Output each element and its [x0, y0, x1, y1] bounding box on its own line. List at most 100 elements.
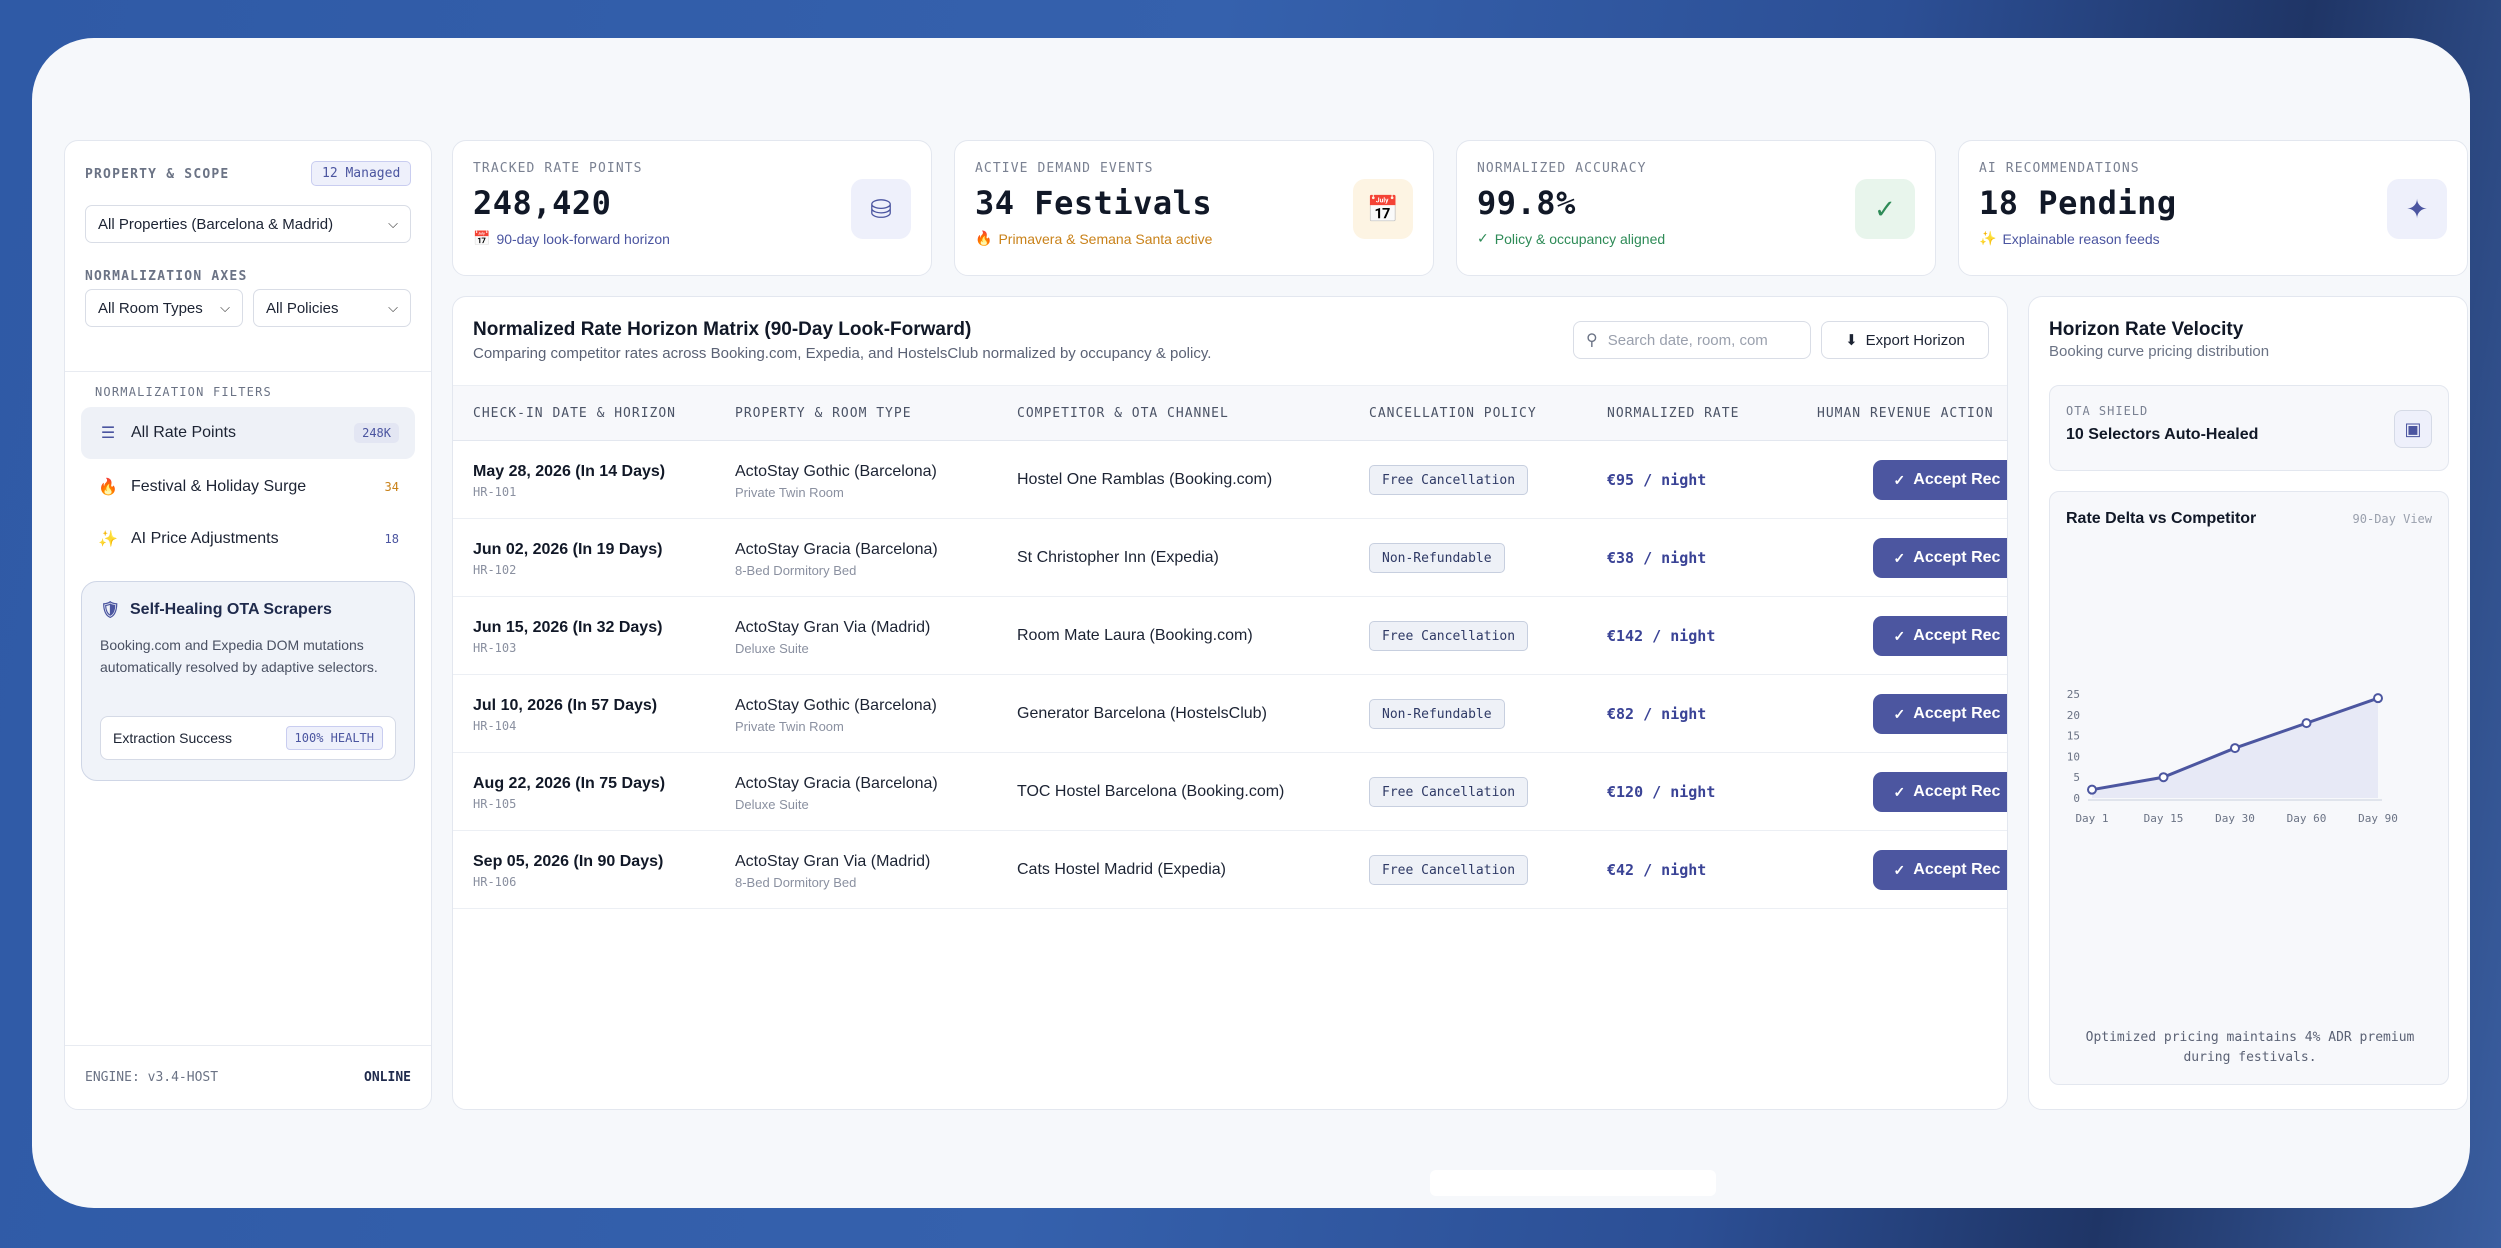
checkin-date: Sep 05, 2026 (In 90 Days) [473, 853, 664, 870]
chevron-down-icon: ⌵ [388, 216, 398, 231]
list-icon: ☰ [100, 425, 116, 442]
policy-badge: Free Cancellation [1369, 621, 1529, 651]
sparkle-icon: ✨ [98, 531, 118, 548]
chart-title: Rate Delta vs Competitor [2066, 510, 2257, 527]
accept-rec-button[interactable]: ✓ Accept Rec [1873, 772, 2007, 812]
online-status: ONLINE [364, 1070, 411, 1085]
kpi-value: 248,420 [473, 184, 612, 222]
room-type-select[interactable]: All Room Types ⌵ [85, 289, 243, 327]
rate-delta-chart: Rate Delta vs Competitor 90-Day View 0 5 1… [2049, 491, 2449, 1085]
normalized-rate: €120 / night [1607, 783, 1716, 801]
table-row: May 28, 2026 (In 14 Days) HR-101 ActoStay … [453, 441, 2007, 519]
column-header[interactable]: NORMALIZED RATE [1607, 406, 1740, 421]
row-id: HR-103 [473, 641, 517, 655]
accept-rec-button[interactable]: ✓ Accept Rec [1873, 460, 2007, 500]
normalized-rate: €95 / night [1607, 471, 1707, 489]
rate-horizon-matrix: Normalized Rate Horizon Matrix (90-Day L… [452, 296, 2008, 1110]
data-point [2158, 772, 2169, 783]
line-chart: 0 5 10 15 20 25 Day 1 Day 15 Day 30 Day 60 Day 90 [2067, 688, 2398, 825]
filter-count: 34 [384, 480, 399, 494]
filter-label: All Rate Points [131, 424, 236, 441]
accept-label: Accept Rec [1913, 549, 2001, 566]
data-point [2301, 718, 2312, 729]
table-row: Jun 02, 2026 (In 19 Days) HR-102 ActoStay … [453, 519, 2007, 597]
checkin-date: May 28, 2026 (In 14 Days) [473, 463, 666, 480]
policy-select[interactable]: All Policies ⌵ [253, 289, 411, 327]
room-type: 8-Bed Dormitory Bed [735, 563, 857, 578]
filter-all-rate-points[interactable]: ☰ All Rate Points 248K [81, 407, 415, 459]
flame-icon: 🔥 [98, 479, 118, 496]
room-type: Deluxe Suite [735, 797, 809, 812]
column-header[interactable]: CHECK-IN DATE & HORIZON [473, 406, 677, 421]
download-icon: ⬇ [1845, 332, 1858, 349]
shield-label: OTA SHIELD [2066, 404, 2149, 418]
filter-count: 248K [354, 423, 399, 443]
property-select[interactable]: All Properties (Barcelona & Madrid) ⌵ [85, 205, 411, 243]
accept-rec-button[interactable]: ✓ Accept Rec [1873, 850, 2007, 890]
room-type: 8-Bed Dormitory Bed [735, 875, 857, 890]
kpi-sub: Policy & occupancy aligned [1494, 230, 1666, 247]
engine-version: ENGINE: v3.4-HOST [85, 1070, 219, 1085]
accept-rec-button[interactable]: ✓ Accept Rec [1873, 538, 2007, 578]
velocity-title: Horizon Rate Velocity [2049, 319, 2244, 340]
x-tick-label: Day 30 [2215, 812, 2255, 825]
policy-badge: Free Cancellation [1369, 465, 1529, 495]
column-header[interactable]: PROPERTY & ROOM TYPE [735, 406, 912, 421]
kpi-normalized-accuracy: NORMALIZED ACCURACY 99.8% ✓ Policy & occu… [1456, 140, 1936, 276]
data-point [2373, 693, 2383, 704]
property-name: ActoStay Gracia (Barcelona) [735, 541, 938, 558]
normalized-rate: €42 / night [1607, 861, 1707, 879]
competitor-channel: Hostel One Ramblas (Booking.com) [1017, 471, 1273, 488]
kpi-label: TRACKED RATE POINTS [473, 161, 643, 176]
kpi-tracked-rate-points: TRACKED RATE POINTS 248,420 📅 90-day look… [452, 140, 932, 276]
search-placeholder: Search date, room, com [1607, 331, 1768, 349]
kpi-ai-recommendations: AI RECOMMENDATIONS 18 Pending ✨ Explainab… [1958, 140, 2468, 276]
kpi-label: AI RECOMMENDATIONS [1979, 161, 2140, 176]
chart-note: Optimized pricing maintains 4% ADR premi… [2085, 1030, 2415, 1065]
room-type: Private Twin Room [735, 485, 844, 500]
filter-festival-surge[interactable]: 🔥 Festival & Holiday Surge 34 [81, 461, 415, 513]
column-header[interactable]: HUMAN REVENUE ACTION [1817, 406, 1994, 421]
table-row: Jun 15, 2026 (In 32 Days) HR-103 ActoStay … [453, 597, 2007, 675]
column-header[interactable]: COMPETITOR & OTA CHANNEL [1017, 406, 1229, 421]
accept-label: Accept Rec [1913, 783, 2001, 800]
check-icon: ✓ [1893, 861, 1906, 878]
check-icon: ✓ [1893, 471, 1906, 488]
competitor-channel: Room Mate Laura (Booking.com) [1017, 627, 1253, 644]
accept-rec-button[interactable]: ✓ Accept Rec [1873, 616, 2007, 656]
accept-label: Accept Rec [1913, 705, 2001, 722]
policy-badge: Non-Refundable [1369, 699, 1505, 729]
filter-ai-price[interactable]: ✨ AI Price Adjustments 18 [81, 513, 415, 565]
horizon-rate-velocity: Horizon Rate Velocity Booking curve pric… [2028, 296, 2468, 1110]
calendar-icon: 📅 [473, 230, 491, 246]
healing-title: Self-Healing OTA Scrapers [130, 601, 332, 618]
velocity-subtitle: Booking curve pricing distribution [2049, 343, 2270, 360]
export-label: Export Horizon [1865, 331, 1965, 349]
calendar-icon: 📅 [1353, 179, 1413, 239]
accept-rec-button[interactable]: ✓ Accept Rec [1873, 694, 2007, 734]
table-header: CHECK-IN DATE & HORIZON PROPERTY & ROOM … [453, 385, 2007, 441]
export-horizon-button[interactable]: ⬇ Export Horizon [1821, 321, 1989, 359]
chip-icon[interactable]: ▣ [2394, 410, 2432, 448]
search-input[interactable]: ⚲ Search date, room, com [1573, 321, 1811, 359]
x-tick-label: Day 90 [2358, 812, 2398, 825]
kpi-value: 99.8% [1477, 184, 1576, 222]
sparkle-icon: ✨ [1979, 230, 1997, 246]
policy-badge: Free Cancellation [1369, 777, 1529, 807]
column-header[interactable]: CANCELLATION POLICY [1369, 406, 1537, 421]
matrix-subtitle: Comparing competitor rates across Bookin… [473, 345, 1212, 362]
chevron-down-icon: ⌵ [220, 300, 230, 315]
y-tick-label: 10 [2067, 750, 2080, 763]
room-type: Deluxe Suite [735, 641, 809, 656]
check-circle-icon: ✓ [1477, 230, 1489, 246]
table-row: Jul 10, 2026 (In 57 Days) HR-104 ActoStay … [453, 675, 2007, 753]
filter-label: Festival & Holiday Surge [131, 478, 307, 495]
data-point [2087, 784, 2097, 795]
kpi-sub: 90-day look-forward horizon [496, 230, 670, 247]
flame-icon: 🔥 [975, 230, 993, 246]
competitor-channel: St Christopher Inn (Expedia) [1017, 549, 1219, 566]
data-point [2230, 743, 2240, 754]
property-name: ActoStay Gothic (Barcelona) [735, 697, 937, 714]
competitor-channel: TOC Hostel Barcelona (Booking.com) [1017, 783, 1285, 800]
row-id: HR-105 [473, 797, 517, 811]
